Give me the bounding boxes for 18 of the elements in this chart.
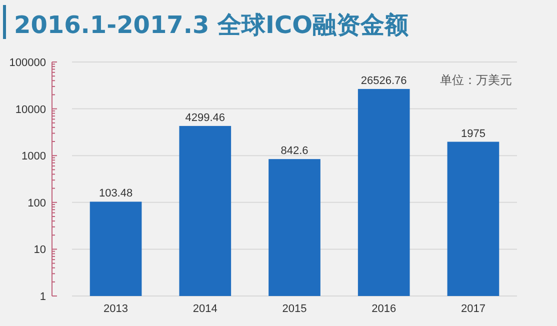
annotation: 单位：万美元	[440, 73, 512, 87]
x-tick-label: 2014	[192, 303, 218, 315]
data-label: 1975	[460, 128, 486, 140]
x-tick-label: 2013	[104, 303, 128, 315]
data-label: 4299.46	[185, 112, 226, 124]
x-tick-label: 2017	[460, 303, 486, 315]
x-tick-label: 2016	[372, 303, 396, 315]
data-label: 26526.76	[360, 74, 407, 87]
y-tick-label: 100000	[9, 57, 46, 69]
data-label: 842.6	[280, 145, 308, 158]
y-tick-label: 1	[40, 291, 46, 303]
y-tick-label: 10000	[15, 104, 46, 116]
y-tick-label: 100	[28, 197, 46, 210]
y-tick-label: 10	[34, 244, 46, 256]
y-tick-label: 1000	[22, 150, 46, 163]
x-tick-label: 2015	[282, 303, 307, 315]
data-label: 103.48	[98, 188, 133, 200]
chart-title: 2016.1-2017.3 全球ICO融资金额	[14, 11, 410, 39]
